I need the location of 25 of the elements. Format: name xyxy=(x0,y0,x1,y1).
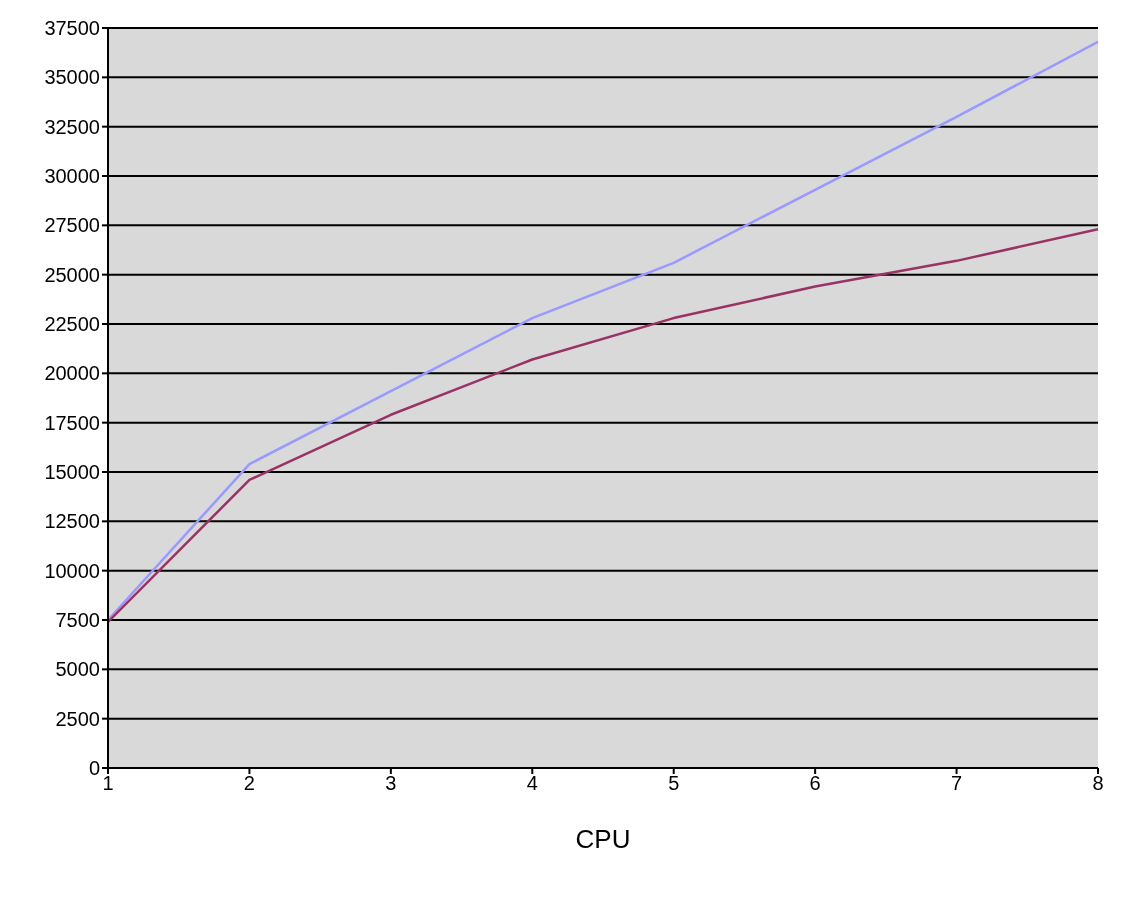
y-tick-label: 15000 xyxy=(44,461,100,484)
y-tick-label: 27500 xyxy=(44,214,100,237)
y-tick-label: 10000 xyxy=(44,559,100,582)
y-tick-label: 30000 xyxy=(44,165,100,188)
x-tick-label: 6 xyxy=(809,772,821,795)
y-tick-label: 22500 xyxy=(44,313,100,336)
y-tick-label: 5000 xyxy=(55,658,100,681)
y-tick-label: 32500 xyxy=(44,115,100,138)
x-tick-label: 1 xyxy=(102,772,114,795)
x-tick-label: 8 xyxy=(1092,772,1104,795)
y-tick-label: 12500 xyxy=(44,510,100,533)
y-tick-label: 0 xyxy=(88,757,100,780)
x-tick-label: 2 xyxy=(243,772,255,795)
y-tick-label: 35000 xyxy=(44,66,100,89)
y-tick-label: 17500 xyxy=(44,411,100,434)
x-tick-label: 3 xyxy=(385,772,397,795)
y-tick-label: 20000 xyxy=(44,362,100,385)
y-tick-label: 7500 xyxy=(55,609,100,632)
x-axis-title: CPU xyxy=(575,824,631,854)
y-tick-label: 37500 xyxy=(44,17,100,40)
y-tick-label: 2500 xyxy=(55,707,100,730)
x-tick-label: 5 xyxy=(668,772,680,795)
y-tick-label: 25000 xyxy=(44,263,100,286)
x-tick-label: 7 xyxy=(951,772,963,795)
x-tick-label: 4 xyxy=(526,772,538,795)
